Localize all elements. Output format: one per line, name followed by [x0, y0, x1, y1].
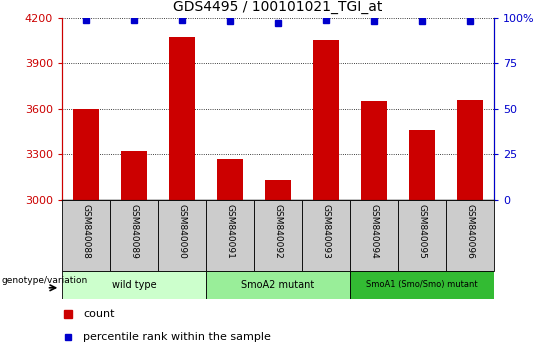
Bar — [350, 200, 398, 271]
Bar — [361, 101, 387, 200]
Bar — [265, 180, 291, 200]
Bar — [302, 200, 350, 271]
Bar — [158, 200, 206, 271]
Bar — [206, 200, 254, 271]
Text: GSM840091: GSM840091 — [226, 204, 234, 258]
Text: genotype/variation: genotype/variation — [1, 276, 87, 285]
Bar — [110, 200, 158, 271]
Text: GSM840090: GSM840090 — [178, 204, 187, 258]
Bar — [62, 271, 206, 299]
Text: wild type: wild type — [112, 280, 157, 290]
Bar — [206, 271, 350, 299]
Bar — [169, 38, 195, 200]
Title: GDS4495 / 100101021_TGI_at: GDS4495 / 100101021_TGI_at — [173, 0, 383, 14]
Text: SmoA2 mutant: SmoA2 mutant — [241, 280, 315, 290]
Text: GSM840093: GSM840093 — [322, 204, 330, 258]
Bar — [313, 40, 339, 200]
Bar — [409, 130, 435, 200]
Bar — [73, 109, 99, 200]
Bar — [398, 200, 446, 271]
Text: GSM840092: GSM840092 — [274, 204, 282, 258]
Bar — [350, 271, 494, 299]
Text: GSM840088: GSM840088 — [82, 204, 91, 258]
Bar — [446, 200, 494, 271]
Text: count: count — [83, 309, 115, 319]
Text: GSM840096: GSM840096 — [465, 204, 475, 258]
Text: GSM840095: GSM840095 — [417, 204, 427, 258]
Bar — [62, 200, 110, 271]
Text: GSM840094: GSM840094 — [369, 204, 379, 258]
Text: percentile rank within the sample: percentile rank within the sample — [83, 332, 271, 342]
Text: SmoA1 (Smo/Smo) mutant: SmoA1 (Smo/Smo) mutant — [366, 280, 478, 290]
Text: GSM840089: GSM840089 — [130, 204, 139, 258]
Bar — [121, 152, 147, 200]
Bar — [217, 159, 244, 200]
Bar — [457, 100, 483, 200]
Bar — [254, 200, 302, 271]
